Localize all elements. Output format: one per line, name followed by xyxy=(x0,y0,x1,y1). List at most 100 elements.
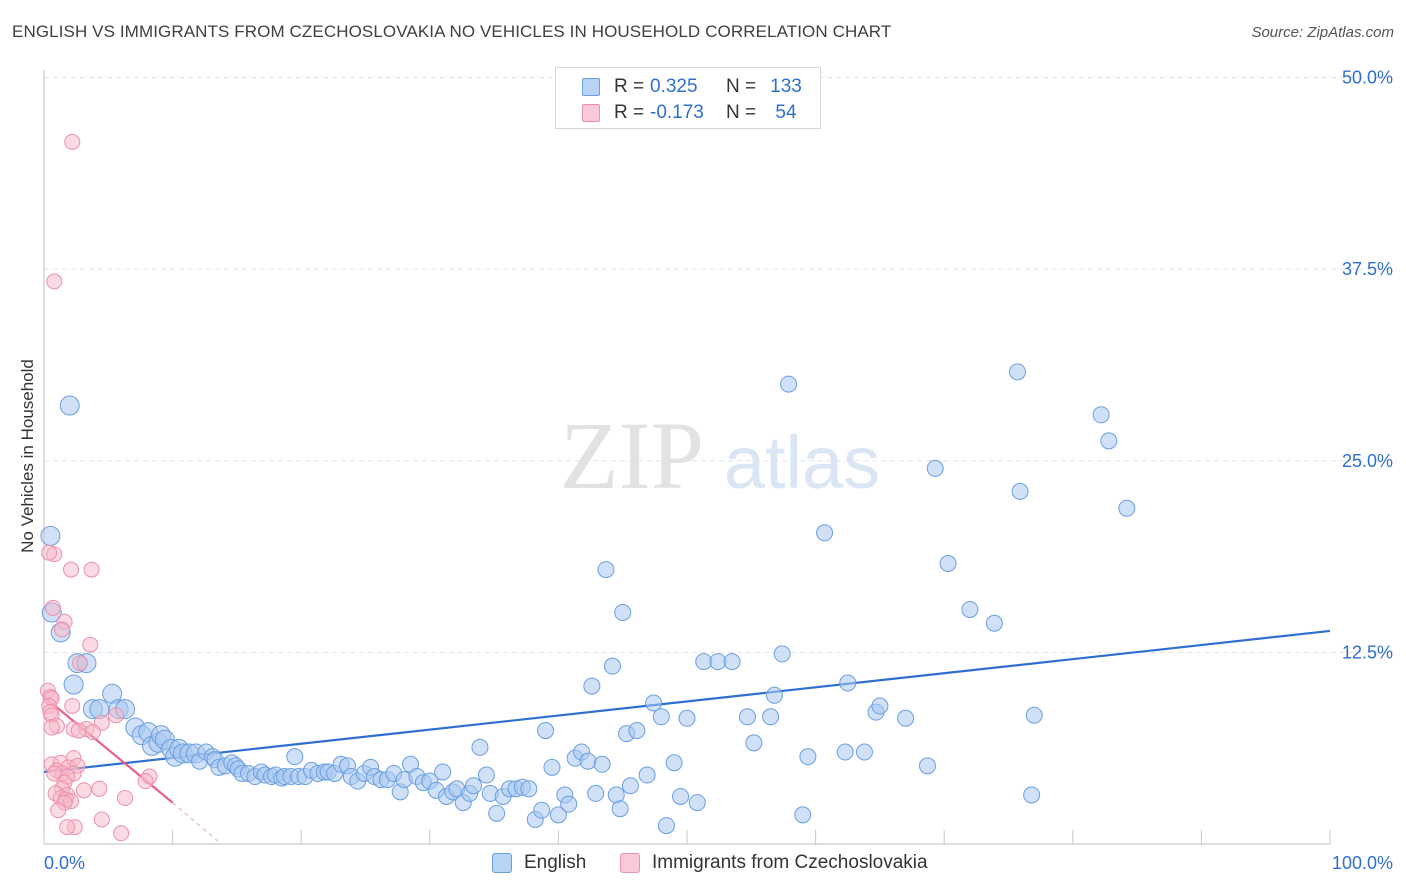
english-swatch xyxy=(582,78,600,96)
english-point xyxy=(918,757,936,775)
legend-row-czech: R = -0.173 N = 54 xyxy=(582,101,806,125)
english-point xyxy=(597,561,615,579)
english-point xyxy=(611,800,629,818)
english-point xyxy=(723,653,741,671)
english-point xyxy=(688,794,706,812)
english-point xyxy=(794,806,812,824)
english-point xyxy=(628,722,646,740)
english-trend-line xyxy=(43,629,1331,774)
english-point xyxy=(799,748,817,766)
y-axis-label: No Vehicles in Household xyxy=(18,359,37,553)
english-point xyxy=(816,524,834,542)
english-point xyxy=(678,709,696,727)
english-point xyxy=(583,677,601,695)
english-point xyxy=(652,708,670,726)
tick-labels: 12.5% 25.0% 37.5% 50.0% 0.0% 100.0% xyxy=(44,68,1393,874)
czech-point xyxy=(45,599,62,616)
english-point xyxy=(765,686,783,704)
english-point xyxy=(665,754,683,772)
czech-point xyxy=(64,698,81,715)
english-point xyxy=(1100,432,1118,450)
english-point xyxy=(465,777,483,795)
y-tick-label: 12.5% xyxy=(1342,642,1393,662)
legend-r-value-english: 0.325 xyxy=(650,76,698,97)
english-point xyxy=(471,738,489,756)
czech-point xyxy=(63,561,80,578)
english-point xyxy=(543,758,561,776)
czech-point xyxy=(46,765,63,782)
czech-point xyxy=(83,561,100,578)
english-point xyxy=(939,554,957,572)
english-point xyxy=(961,600,979,618)
english-point xyxy=(695,653,713,671)
czech-point xyxy=(59,819,76,836)
english-point xyxy=(520,780,538,798)
english-point xyxy=(1118,499,1136,517)
chart-title: ENGLISH VS IMMIGRANTS FROM CZECHOSLOVAKI… xyxy=(12,22,892,41)
legend-n-label: N = xyxy=(726,76,757,97)
series-legend: English Immigrants from Czechoslovakia xyxy=(0,852,1406,878)
english-legend-swatch xyxy=(492,853,512,873)
legend-item-english[interactable]: English xyxy=(492,852,586,874)
english-point xyxy=(1023,786,1041,804)
english-point xyxy=(537,722,555,740)
english-point xyxy=(434,763,452,781)
legend-n-label: N = xyxy=(726,102,757,123)
data-points xyxy=(39,133,1136,842)
y-tick-label: 37.5% xyxy=(1342,259,1393,279)
english-point xyxy=(1092,406,1110,424)
english-point xyxy=(621,777,639,795)
english-point xyxy=(871,697,889,715)
czech-point xyxy=(70,722,87,739)
english-point xyxy=(638,766,656,784)
english-point xyxy=(657,817,675,835)
y-tick-label: 50.0% xyxy=(1342,68,1393,88)
czech-point xyxy=(43,719,60,736)
english-point xyxy=(587,784,605,802)
czech-trend-extension xyxy=(172,802,218,842)
english-point xyxy=(709,653,727,671)
watermark-atlas: atlas xyxy=(724,421,880,504)
legend-n-value-english: 133 xyxy=(770,76,802,97)
english-point xyxy=(773,645,791,663)
english-point xyxy=(549,806,567,824)
watermark: ZIP atlas xyxy=(560,402,880,509)
english-point xyxy=(286,748,304,766)
czech-point xyxy=(50,802,67,819)
y-tick-label: 25.0% xyxy=(1342,451,1393,471)
english-point xyxy=(839,674,857,692)
english-point xyxy=(985,614,1003,632)
english-point xyxy=(63,674,84,695)
czech-point xyxy=(108,707,125,724)
english-point xyxy=(488,804,506,822)
legend-row-english: R = 0.325 N = 133 xyxy=(582,75,806,99)
english-point xyxy=(59,395,80,416)
english-point xyxy=(560,795,578,813)
source-label: Source: ZipAtlas.com xyxy=(1251,24,1394,41)
czech-swatch xyxy=(582,104,600,122)
x-tick-label: 100.0% xyxy=(1332,853,1393,873)
legend-r-label: R = xyxy=(614,102,645,123)
czech-point xyxy=(137,773,154,790)
english-point xyxy=(533,801,551,819)
english-point xyxy=(1011,482,1029,500)
english-point xyxy=(1025,706,1043,724)
czech-point xyxy=(91,780,108,797)
english-point xyxy=(614,604,632,622)
czech-point xyxy=(46,273,63,290)
gridlines xyxy=(44,77,1392,653)
czech-point xyxy=(82,636,99,653)
english-point xyxy=(1009,363,1027,381)
stats-legend: R = 0.325 N = 133 R = -0.173 N = 54 xyxy=(555,67,821,129)
english-point xyxy=(593,755,611,773)
legend-r-value-czech: -0.173 xyxy=(650,102,704,123)
legend-n-value-czech: 54 xyxy=(775,102,797,123)
legend-item-czech[interactable]: Immigrants from Czechoslovakia xyxy=(620,852,928,874)
czech-point xyxy=(54,621,71,638)
english-point xyxy=(836,743,854,761)
czech-point xyxy=(75,782,92,799)
english-point xyxy=(738,708,756,726)
english-point xyxy=(780,375,798,393)
czech-point xyxy=(64,133,81,150)
